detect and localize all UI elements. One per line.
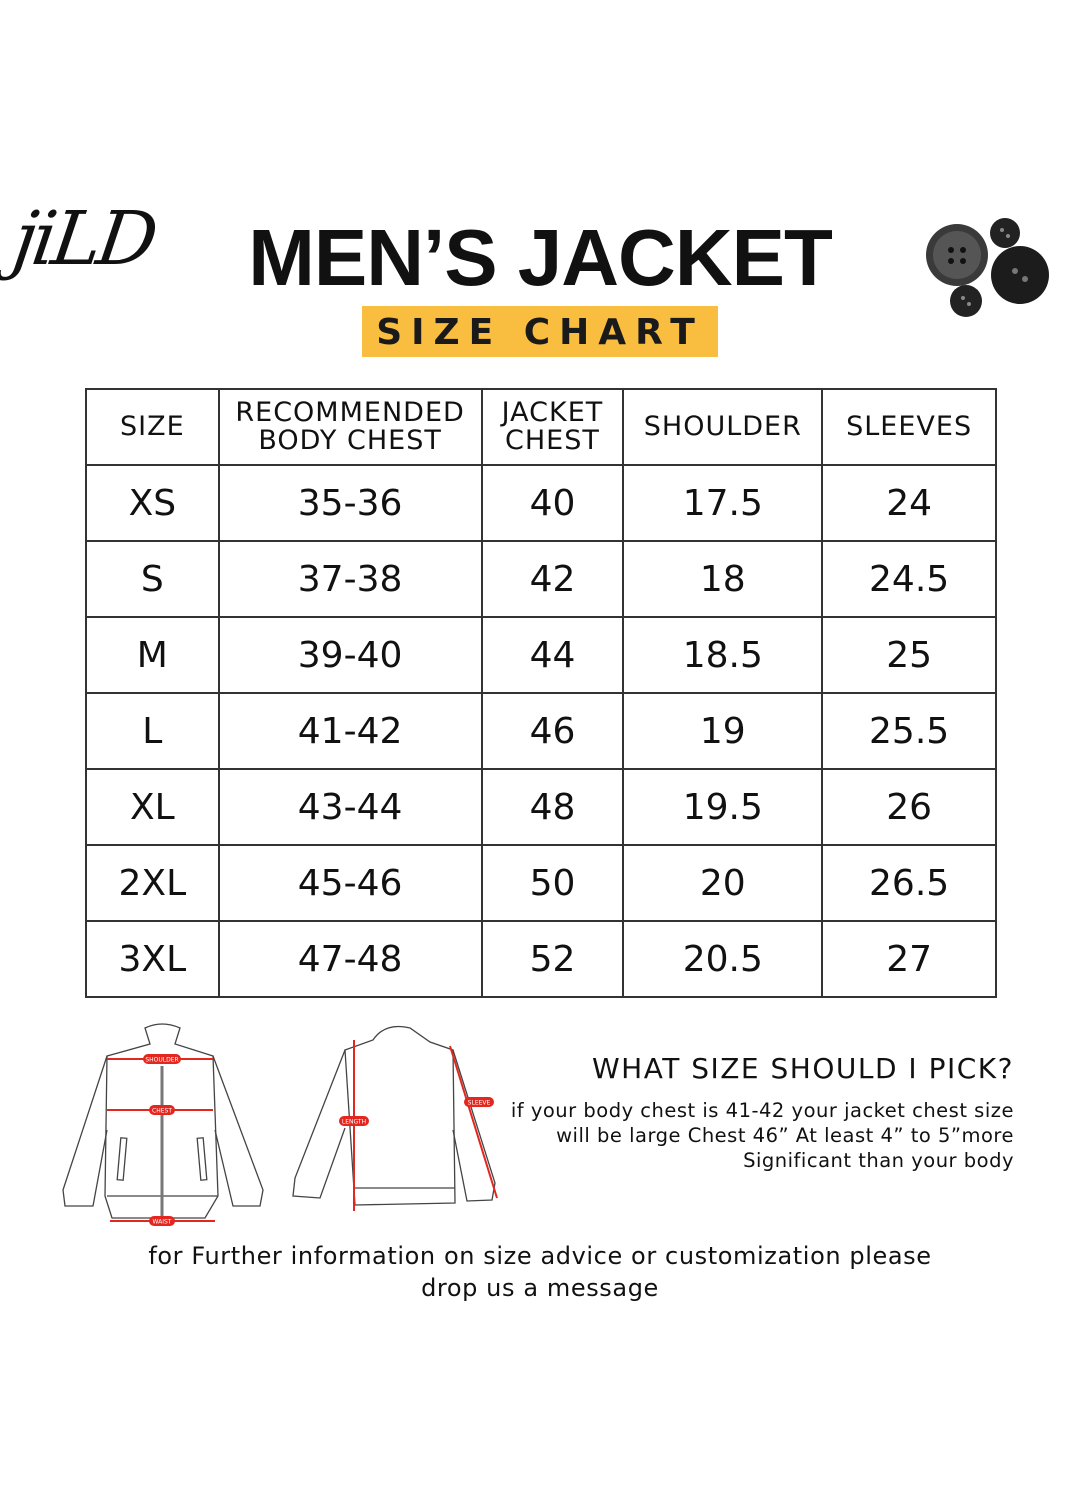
table-cell: 25 [821,616,997,694]
label-length: LENGTH [342,1119,366,1126]
table-row: L 41-42 46 19 25.5 [85,692,997,770]
jacket-back-drawing [292,1025,496,1206]
page-subtitle: SIZE CHART [362,306,718,357]
column-header-text: JACKET CHEST [501,397,604,456]
table-cell: 26.5 [821,844,997,922]
column-header: SIZE [85,388,220,466]
table-cell: 46 [480,692,625,770]
table-cell: 24 [821,464,997,542]
table-cell: L [85,692,220,770]
column-header: JACKET CHEST [480,388,625,466]
table-row: XL 43-44 48 19.5 26 [85,768,997,846]
table-cell: S [85,540,220,618]
table-cell: 24.5 [821,540,997,618]
buttons-image [926,218,1049,317]
table-cell: 47-48 [217,920,483,998]
column-header: SHOULDER [622,388,824,466]
table-cell: 17.5 [622,464,824,542]
table-cell: 43-44 [217,768,483,846]
footer-line: drop us a message [421,1274,659,1302]
table-cell: 18 [622,540,824,618]
column-header-text: RECOMMENDED BODY CHEST [235,397,465,456]
column-header: RECOMMENDED BODY CHEST [217,388,483,466]
table-cell: M [85,616,220,694]
table-cell: 35-36 [217,464,483,542]
table-cell: 2XL [85,844,220,922]
table-row: XS 35-36 40 17.5 24 [85,464,997,542]
label-sleeve: SLEEVE [468,1100,491,1107]
table-cell: 44 [480,616,625,694]
advice-title: WHAT SIZE SHOULD I PICK? [591,1052,1014,1085]
label-waist: WAIST [153,1219,172,1226]
table-cell: 40 [480,464,625,542]
table-cell: 3XL [85,920,220,998]
table-row: M 39-40 44 18.5 25 [85,616,997,694]
table-cell: 52 [480,920,625,998]
table-cell: 39-40 [217,616,483,694]
advice-line: if your body chest is 41-42 your jacket … [510,1099,1014,1122]
table-cell: 20 [622,844,824,922]
table-cell: 25.5 [821,692,997,770]
table-cell: 48 [480,768,625,846]
table-cell: 19 [622,692,824,770]
table-row: 3XL 47-48 52 20.5 27 [85,920,997,998]
jacket-front-drawing [62,1023,264,1219]
table-cell: 18.5 [622,616,824,694]
table-header-row: SIZE RECOMMENDED BODY CHEST JACKET CHEST… [85,388,997,466]
table-row: 2XL 45-46 50 20 26.5 [85,844,997,922]
table-cell: 45-46 [217,844,483,922]
table-cell: 50 [480,844,625,922]
table-cell: 27 [821,920,997,998]
table-row: S 37-38 42 18 24.5 [85,540,997,618]
page-title: MEN’S JACKET [248,213,833,302]
column-header: SLEEVES [821,388,997,466]
table-cell: 37-38 [217,540,483,618]
label-chest: CHEST [152,1108,172,1115]
table-cell: XL [85,768,220,846]
table-cell: 42 [480,540,625,618]
advice-text: if your body chest is 41-42 your jacket … [494,1098,1014,1173]
footer-line: for Further information on size advice o… [148,1242,932,1270]
advice-line: Significant than your body [743,1149,1014,1172]
label-shoulder: SHOULDER [145,1057,178,1064]
jacket-measurement-diagram: SHOULDER CHEST WAIST LENGTH SLEEVE [62,1023,498,1226]
table-cell: 19.5 [622,768,824,846]
table-cell: 20.5 [622,920,824,998]
table-cell: 41-42 [217,692,483,770]
advice-line: will be large Chest 46” At least 4” to 5… [556,1124,1014,1147]
size-chart-table: SIZE RECOMMENDED BODY CHEST JACKET CHEST… [85,388,997,998]
footer-note: for Further information on size advice o… [0,1240,1080,1304]
table-cell: 26 [821,768,997,846]
table-cell: XS [85,464,220,542]
